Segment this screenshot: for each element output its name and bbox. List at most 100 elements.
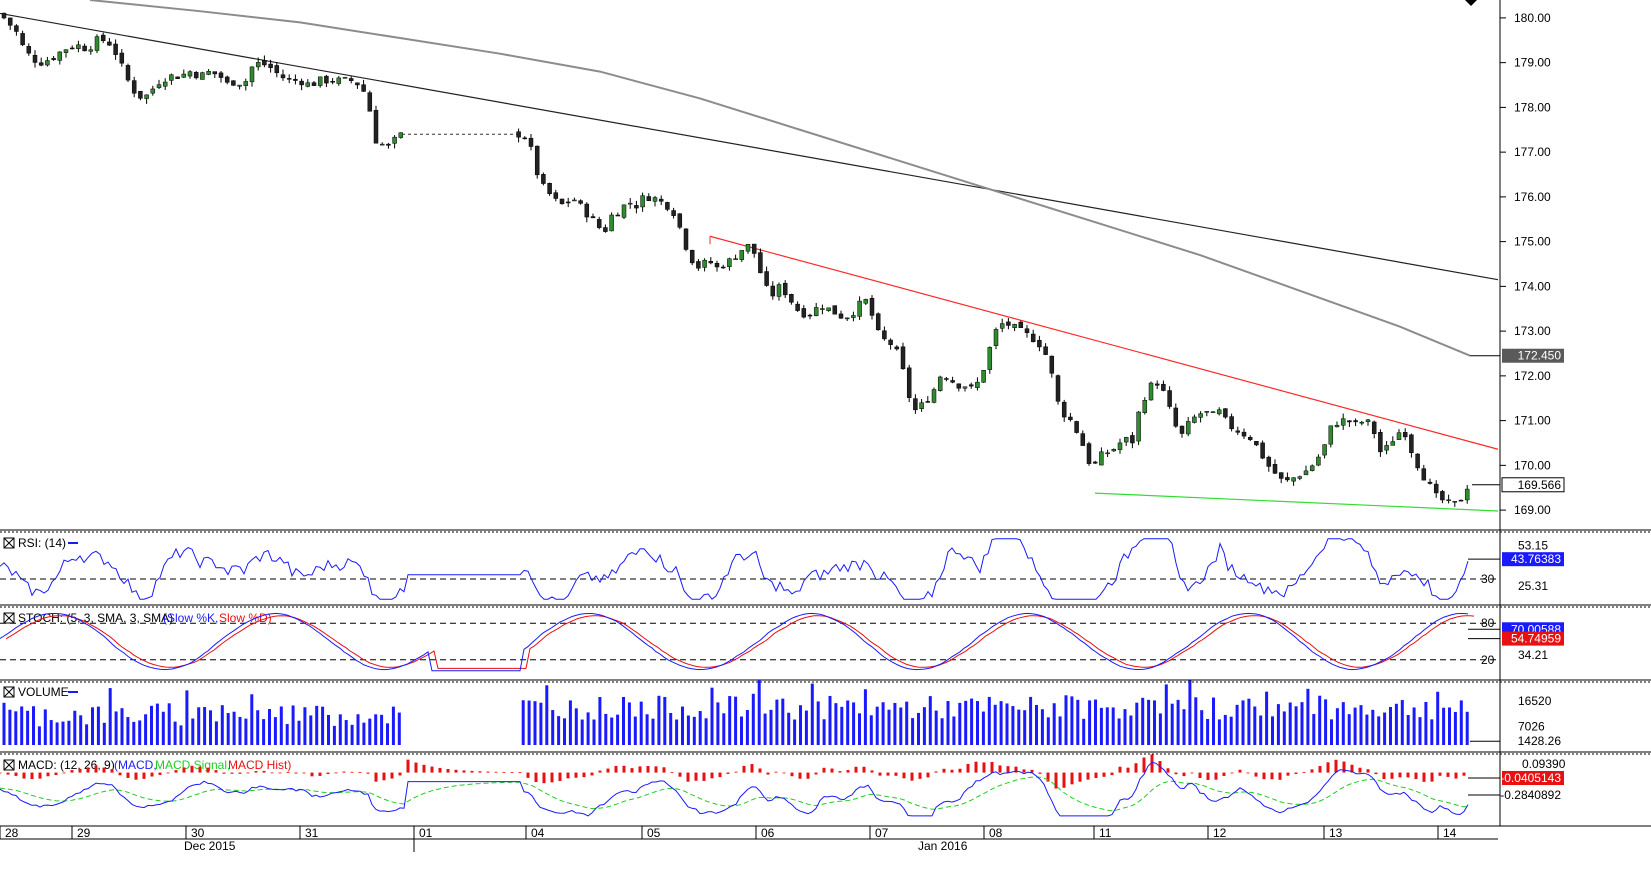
macd-hist-bar xyxy=(86,767,90,773)
candle xyxy=(906,367,912,398)
volume-bar xyxy=(822,719,826,745)
volume-bar xyxy=(55,722,59,745)
resistance-line[interactable] xyxy=(709,235,1499,450)
candle xyxy=(1266,456,1272,467)
volume-bar xyxy=(79,715,83,745)
volume-bar xyxy=(1070,696,1074,745)
macd-hist-bar xyxy=(158,772,162,775)
volume-bar xyxy=(740,716,743,745)
volume-bar xyxy=(946,701,950,745)
macd-hist-bar xyxy=(398,772,402,776)
candle xyxy=(553,192,559,199)
macd-histogram xyxy=(0,754,1466,789)
volume-bar xyxy=(1058,716,1062,745)
volume-bar xyxy=(875,706,879,745)
macd-hist-bar xyxy=(1174,772,1178,775)
macd-hist-bar xyxy=(1350,764,1354,773)
volume-bar xyxy=(1383,712,1387,745)
volume-bar xyxy=(976,701,979,745)
volume-bar xyxy=(1164,684,1168,745)
macd-hist-bar xyxy=(502,771,506,773)
volume-bar xyxy=(775,699,779,745)
volume-bar xyxy=(362,722,366,745)
volume-bar xyxy=(1389,706,1392,745)
macd-hist-bar xyxy=(1358,767,1362,773)
candle xyxy=(355,82,360,86)
volume-bar xyxy=(846,700,850,745)
candle xyxy=(832,305,838,315)
volume-bar xyxy=(108,688,112,745)
macd-hist-bar xyxy=(582,772,586,778)
volume-bar xyxy=(1436,691,1440,745)
macd-hist-bar xyxy=(390,772,394,779)
volume-bar xyxy=(1094,699,1097,745)
candle xyxy=(1216,409,1222,415)
rsi-pane[interactable]: RSI: (14) 53.15 25.31 30 43.76383 xyxy=(0,529,1651,600)
candle xyxy=(1185,421,1191,435)
candle xyxy=(144,94,149,99)
volume-bar xyxy=(315,705,319,745)
stoch-d-tag: 54.74959 xyxy=(1511,632,1561,646)
macd-hist-bar xyxy=(526,772,530,778)
candle xyxy=(640,195,645,208)
volume-bar xyxy=(722,713,726,745)
volume-bar xyxy=(1223,714,1227,745)
candle xyxy=(813,307,819,317)
support-line[interactable] xyxy=(1094,492,1499,512)
macd-hist-bar xyxy=(774,771,778,773)
day-label: 06 xyxy=(761,826,775,840)
macd-hist-bar xyxy=(1438,772,1442,776)
volume-bar xyxy=(1288,702,1292,745)
volume-bar xyxy=(173,721,177,745)
candle xyxy=(1365,419,1371,422)
candle xyxy=(218,72,224,78)
volume-bar xyxy=(1088,700,1092,745)
candle xyxy=(237,84,242,87)
macd-hist-bar xyxy=(1086,772,1090,780)
candle xyxy=(838,313,844,319)
stoch-pane[interactable]: STOCH: (5, 3, SMA, 3, SMA)(Slow %K, Slow … xyxy=(0,604,1651,672)
volume-bar xyxy=(321,706,325,745)
candle xyxy=(1316,456,1321,466)
macd-hist-bar xyxy=(134,772,138,780)
macd-hist-bar xyxy=(1166,768,1170,773)
candle xyxy=(801,308,807,318)
macd-hist-bar xyxy=(254,771,258,773)
macd-hist-bar xyxy=(46,772,50,777)
volume-bar xyxy=(297,720,301,745)
volume-bar xyxy=(338,714,342,745)
macd-hist-bar xyxy=(638,766,642,773)
candle xyxy=(1049,355,1055,374)
long-trendline[interactable] xyxy=(0,12,1499,281)
macd-hist-bar xyxy=(910,772,914,781)
macd-hist-bar xyxy=(1094,772,1098,779)
candle xyxy=(138,90,143,99)
macd-hist-bar xyxy=(702,772,706,781)
volume-bar xyxy=(1141,697,1145,745)
candle xyxy=(1384,445,1389,451)
macd-hist-bar xyxy=(62,772,66,774)
volume-bar xyxy=(32,706,35,745)
volume-bar xyxy=(1400,700,1404,745)
macd-pane[interactable]: MACD: (12, 26, 9) (MACD,MACD Signal,MACD … xyxy=(0,751,1651,817)
volume-bar xyxy=(563,718,566,745)
volume-bar xyxy=(1129,715,1133,745)
macd-hist-bar xyxy=(654,766,658,773)
candle xyxy=(20,33,25,46)
price-pane[interactable]: 180.00 179.00 178.00 177.00 176.00 175.00 174.… xyxy=(0,0,1651,528)
candle xyxy=(869,297,875,316)
macd-hist-bar xyxy=(1118,766,1122,773)
candle xyxy=(1154,383,1160,386)
volume-bar xyxy=(1017,709,1021,745)
macd-hist-bar xyxy=(78,768,82,773)
volume-bar xyxy=(533,701,537,745)
volume-bar xyxy=(1099,707,1103,745)
macd-hist-bar xyxy=(1078,772,1082,782)
candle xyxy=(150,88,156,94)
volume-bar xyxy=(1377,716,1381,745)
macd-hist-bar xyxy=(70,770,74,773)
volume-bar xyxy=(622,696,625,745)
candle xyxy=(844,317,850,320)
